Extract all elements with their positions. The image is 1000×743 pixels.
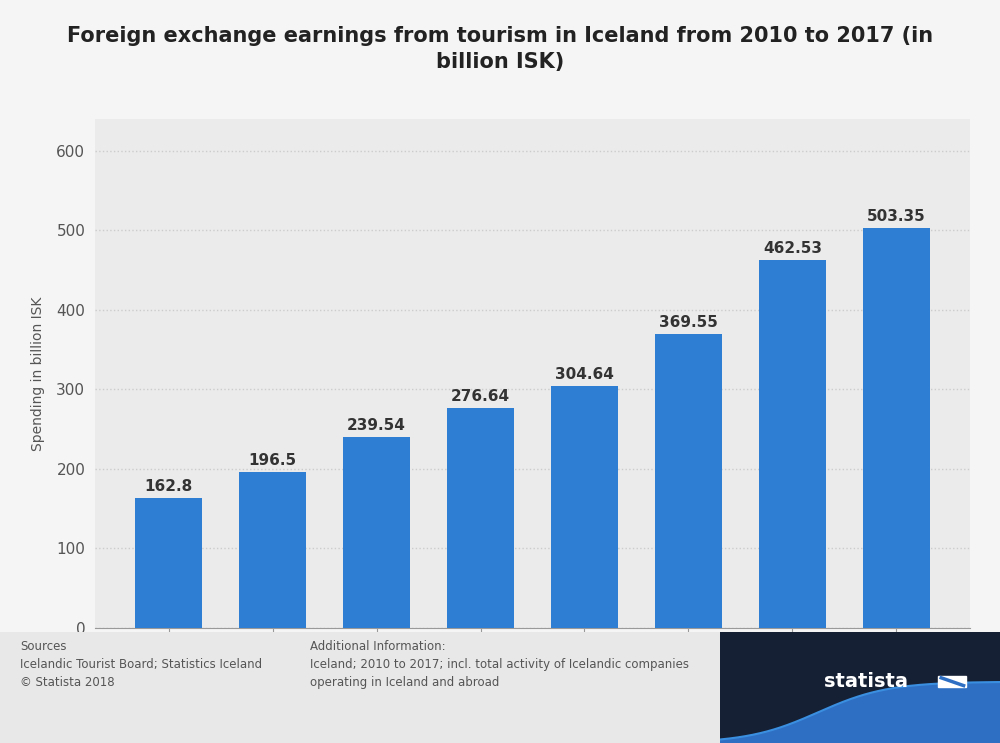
Bar bbox=[863, 227, 930, 628]
FancyBboxPatch shape bbox=[938, 676, 966, 687]
Bar bbox=[551, 386, 618, 628]
Text: Additional Information:
Iceland; 2010 to 2017; incl. total activity of Icelandic: Additional Information: Iceland; 2010 to… bbox=[310, 640, 689, 690]
Bar bbox=[655, 334, 722, 628]
Y-axis label: Spending in billion ISK: Spending in billion ISK bbox=[31, 296, 45, 450]
Text: 239.54: 239.54 bbox=[347, 418, 406, 433]
Bar bbox=[759, 260, 826, 628]
Bar bbox=[239, 472, 306, 628]
Text: 196.5: 196.5 bbox=[248, 452, 297, 467]
Text: statista: statista bbox=[824, 672, 908, 691]
Text: Sources
Icelandic Tourist Board; Statistics Iceland
© Statista 2018: Sources Icelandic Tourist Board; Statist… bbox=[20, 640, 262, 690]
Bar bbox=[343, 438, 410, 628]
Text: Foreign exchange earnings from tourism in Iceland from 2010 to 2017 (in
billion : Foreign exchange earnings from tourism i… bbox=[67, 26, 933, 72]
Text: 162.8: 162.8 bbox=[144, 479, 193, 494]
Text: 276.64: 276.64 bbox=[451, 389, 510, 404]
Bar bbox=[447, 408, 514, 628]
Text: 304.64: 304.64 bbox=[555, 366, 614, 382]
Text: 369.55: 369.55 bbox=[659, 315, 718, 330]
Bar bbox=[135, 499, 202, 628]
Text: 503.35: 503.35 bbox=[867, 209, 926, 224]
Text: 462.53: 462.53 bbox=[763, 241, 822, 256]
